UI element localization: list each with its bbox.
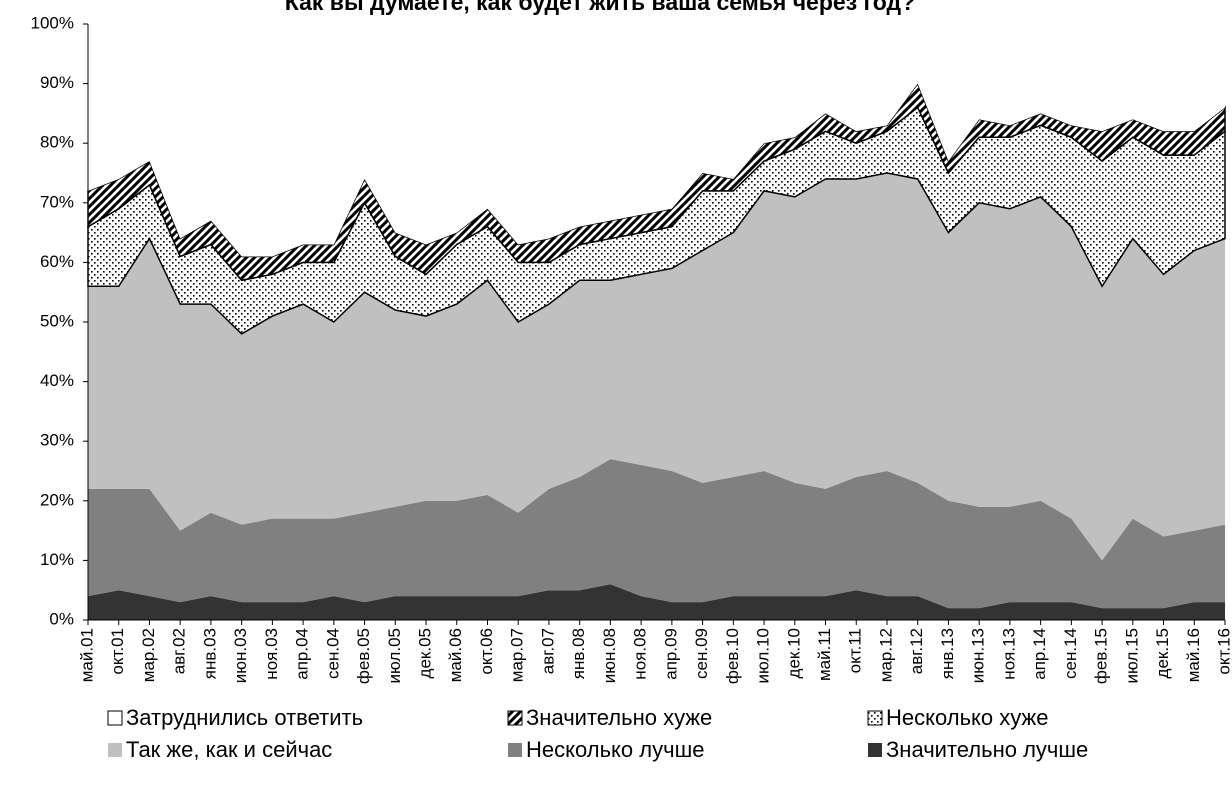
x-tick-label: июл.15 [1122, 628, 1141, 683]
legend-label: Значительно лучше [886, 737, 1088, 762]
x-tick-label: дек.05 [416, 628, 435, 678]
x-tick-label: ноя.03 [262, 628, 281, 680]
area [88, 173, 1225, 561]
x-tick-label: окт.01 [108, 628, 127, 675]
x-tick-label: ноя.08 [631, 628, 650, 680]
y-tick-label: 60% [40, 252, 74, 271]
legend-label: Несколько лучше [526, 737, 704, 762]
x-tick-label: сен.14 [1061, 628, 1080, 679]
legend-label: Несколько хуже [886, 705, 1048, 730]
x-tick-label: июн.13 [969, 628, 988, 683]
x-tick-label: окт.06 [477, 628, 496, 675]
x-tick-label: мар.02 [139, 628, 158, 682]
x-tick-label: июн.08 [600, 628, 619, 683]
x-tick-label: сен.04 [323, 628, 342, 679]
area [88, 584, 1225, 620]
x-tick-label: мар.12 [876, 628, 895, 682]
x-tick-label: май.11 [815, 628, 834, 681]
y-tick-label: 70% [40, 192, 74, 211]
x-tick-label: май.01 [77, 628, 96, 682]
x-tick-label: июн.03 [231, 628, 250, 683]
x-tick-label: фев.10 [723, 628, 742, 684]
y-tick-label: 40% [40, 371, 74, 390]
x-tick-label: апр.04 [293, 628, 312, 680]
y-tick-label: 100% [31, 13, 74, 32]
legend-swatch [508, 743, 522, 757]
x-tick-label: май.06 [446, 628, 465, 682]
legend-label: Значительно хуже [526, 705, 712, 730]
x-tick-label: авг.07 [538, 628, 557, 674]
x-tick-label: авг.02 [170, 628, 189, 674]
x-tick-label: янв.13 [938, 628, 957, 679]
x-tick-label: окт.16 [1214, 628, 1232, 675]
x-tick-label: апр.14 [1030, 628, 1049, 680]
x-tick-label: окт.11 [846, 628, 865, 673]
legend-swatch [108, 743, 122, 757]
x-tick-label: янв.08 [569, 628, 588, 679]
area [88, 459, 1225, 609]
x-tick-label: июл.10 [754, 628, 773, 683]
x-tick-label: сен.09 [692, 628, 711, 679]
x-tick-label: янв.03 [200, 628, 219, 679]
x-tick-label: мар.07 [508, 628, 527, 682]
x-tick-label: дек.15 [1153, 628, 1172, 678]
legend-swatch [107, 710, 123, 726]
chart-title: Как вы думаете, как будет жить ваша семь… [285, 0, 915, 15]
y-tick-label: 50% [40, 311, 74, 330]
x-tick-label: фев.15 [1092, 628, 1111, 684]
x-tick-label: фев.05 [354, 628, 373, 684]
legend-label: Так же, как и сейчас [126, 737, 332, 762]
area [88, 24, 1225, 257]
y-tick-label: 30% [40, 431, 74, 450]
legend-swatch [867, 710, 883, 726]
legend-label: Затруднились ответить [126, 705, 363, 730]
legend-swatch [868, 743, 882, 757]
x-tick-label: апр.09 [661, 628, 680, 680]
x-tick-label: авг.12 [907, 628, 926, 674]
x-tick-label: ноя.13 [999, 628, 1018, 680]
y-tick-label: 90% [40, 73, 74, 92]
x-tick-label: май.16 [1184, 628, 1203, 682]
x-tick-label: дек.10 [784, 628, 803, 678]
y-tick-label: 0% [49, 609, 74, 628]
y-tick-label: 20% [40, 490, 74, 509]
x-tick-label: июл.05 [385, 628, 404, 683]
y-tick-label: 10% [40, 550, 74, 569]
legend-swatch [507, 710, 523, 726]
y-tick-label: 80% [40, 133, 74, 152]
